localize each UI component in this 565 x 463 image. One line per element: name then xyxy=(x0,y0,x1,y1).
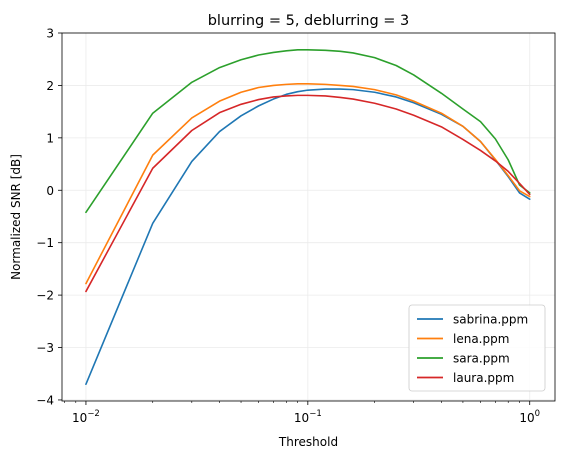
y-axis-label: Normalized SNR [dB] xyxy=(9,154,23,280)
y-tick-label: 2 xyxy=(46,79,54,93)
x-tick-label: 10−2 xyxy=(72,409,100,425)
y-axis: −4 −3 −2 −1 0 1 2 3 xyxy=(36,27,62,407)
y-tick-label: −4 xyxy=(36,393,54,407)
legend-label: sara.ppm xyxy=(453,352,510,366)
y-tick-label: 0 xyxy=(46,184,54,198)
x-tick-label: 10−1 xyxy=(294,409,322,425)
series-line-lena-ppm xyxy=(85,83,531,285)
series-line-sara-ppm xyxy=(85,48,531,214)
y-tick-label: 3 xyxy=(46,27,54,41)
x-axis: 10−2 10−1 100 xyxy=(64,401,540,425)
chart-title: blurring = 5, deblurring = 3 xyxy=(208,13,410,29)
y-tick-label: 1 xyxy=(46,131,54,145)
y-tick-label: −3 xyxy=(36,341,54,355)
legend: sabrina.ppm lena.ppm sara.ppm laura.ppm xyxy=(408,304,546,392)
series-lines xyxy=(85,48,531,386)
y-tick-label: −1 xyxy=(36,236,54,250)
legend-label: laura.ppm xyxy=(453,371,514,385)
series-line-laura-ppm xyxy=(85,94,531,293)
y-tick-label: −2 xyxy=(36,289,54,303)
legend-label: lena.ppm xyxy=(453,332,509,346)
legend-label: sabrina.ppm xyxy=(453,313,528,327)
legend-box xyxy=(408,304,546,392)
x-axis-label: Threshold xyxy=(278,435,338,449)
plot-frame xyxy=(61,32,556,402)
x-tick-label: 100 xyxy=(519,409,540,425)
